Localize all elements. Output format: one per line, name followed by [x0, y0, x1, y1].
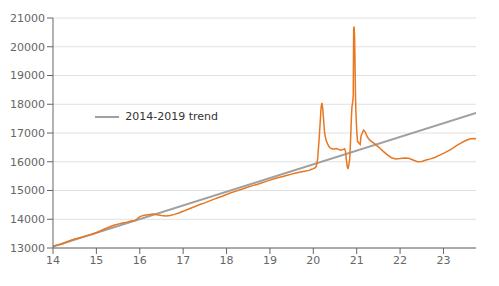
- svg-text:23: 23: [436, 254, 450, 267]
- svg-text:15000: 15000: [10, 184, 45, 197]
- svg-text:15: 15: [89, 254, 103, 267]
- svg-text:21: 21: [350, 254, 364, 267]
- svg-text:20000: 20000: [10, 41, 45, 54]
- svg-text:18: 18: [220, 254, 234, 267]
- svg-text:14: 14: [46, 254, 60, 267]
- svg-text:14000: 14000: [10, 213, 45, 226]
- svg-text:18000: 18000: [10, 98, 45, 111]
- svg-text:16: 16: [133, 254, 147, 267]
- svg-text:22: 22: [393, 254, 407, 267]
- svg-text:16000: 16000: [10, 156, 45, 169]
- svg-text:19000: 19000: [10, 69, 45, 82]
- svg-text:20: 20: [306, 254, 320, 267]
- svg-text:17: 17: [176, 254, 190, 267]
- svg-text:13000: 13000: [10, 242, 45, 255]
- svg-text:19: 19: [263, 254, 277, 267]
- svg-text:17000: 17000: [10, 127, 45, 140]
- html-text:2014-2019 trend: 2014-2019 trend: [125, 110, 219, 123]
- svg-text:21000: 21000: [10, 12, 45, 25]
